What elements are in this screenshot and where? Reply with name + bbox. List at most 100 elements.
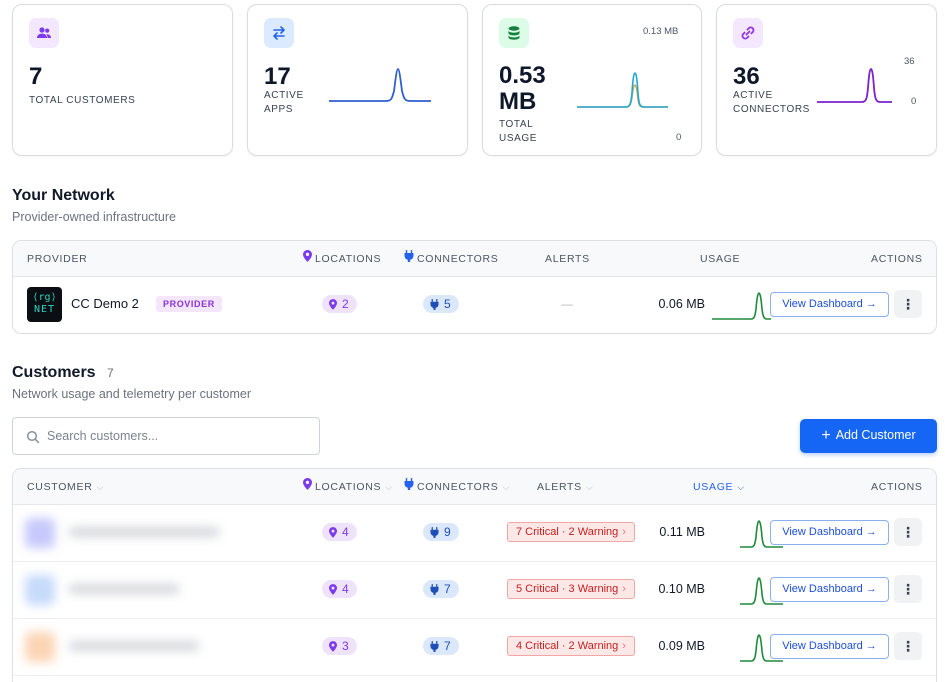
chevron-right-icon: › <box>622 526 626 538</box>
usage-sparkline <box>740 577 783 605</box>
view-dashboard-button[interactable]: View Dashboard → <box>770 634 889 659</box>
col-locations: Locations <box>303 241 381 277</box>
network-title: Your Network <box>12 187 115 204</box>
connectors-count: 9 <box>444 525 451 539</box>
customer-name[interactable] <box>69 527 219 537</box>
connectors-pill: 5 <box>423 295 459 313</box>
stat-card-connectors: 36 36 Active Connectors 0 <box>716 4 937 156</box>
view-dashboard-button[interactable]: View Dashboard → <box>770 292 889 317</box>
stat-label: Total Customers <box>29 95 136 106</box>
table-header: Provider Locations Connectors Alerts Usa… <box>13 241 936 277</box>
network-table: Provider Locations Connectors Alerts Usa… <box>12 240 937 334</box>
alerts-text: 7 Critical · 2 Warning <box>516 526 619 538</box>
alerts-text: 4 Critical · 2 Warning <box>516 640 619 652</box>
apps-sparkline <box>329 68 431 102</box>
database-icon <box>499 18 529 48</box>
table-row: ⟨rg⟩ NET CC Demo 2 Provider 2 5 — 0.06 M… <box>13 277 936 333</box>
locations-pill: 3 <box>322 637 357 655</box>
col-locations-label: Locations <box>315 253 382 265</box>
stat-value: 7 <box>29 63 43 90</box>
table-row: 3 7 4 Critical · 2 Warning › 0.09 MB View… <box>13 619 936 676</box>
users-icon <box>29 18 59 48</box>
col-connectors-label: Connectors <box>417 481 499 493</box>
provider-logo: ⟨rg⟩ NET <box>27 287 62 322</box>
usage-min-label: 0 <box>676 132 682 143</box>
chevron-down-icon: ⌵ <box>502 482 511 492</box>
search-box[interactable] <box>12 417 320 455</box>
customer-name[interactable] <box>69 641 199 651</box>
table-header: Customer ⌵ Locations ⌵ Connectors ⌵ Alerts ⌵… <box>13 469 936 505</box>
usage-sparkline <box>740 634 783 662</box>
customer-name[interactable] <box>69 584 179 594</box>
table-row: 4 9 7 Critical · 2 Warning › 0.11 MB View… <box>13 505 936 562</box>
col-actions: Actions <box>871 253 923 265</box>
customers-title: Customers 7 <box>12 364 114 382</box>
col-alerts[interactable]: Alerts ⌵ <box>537 469 593 505</box>
col-connectors: Connectors <box>404 241 498 277</box>
stat-label-line1: Active <box>733 90 773 101</box>
more-actions-button[interactable]: ⋮ <box>894 290 922 318</box>
locations-count: 4 <box>342 582 349 596</box>
plug-icon <box>430 582 439 600</box>
search-input[interactable] <box>47 427 307 445</box>
alerts-badge[interactable]: 7 Critical · 2 Warning › <box>507 522 635 542</box>
avatar <box>25 632 55 662</box>
view-dashboard-button[interactable]: View Dashboard → <box>770 520 889 545</box>
more-actions-button[interactable]: ⋮ <box>894 518 922 546</box>
provider-name[interactable]: CC Demo 2 <box>71 296 139 311</box>
add-customer-button[interactable]: + Add Customer <box>800 419 937 453</box>
stat-value-line2: MB <box>499 88 537 115</box>
more-actions-button[interactable]: ⋮ <box>894 632 922 660</box>
connectors-max-label: 36 <box>904 56 915 67</box>
col-connectors-label: Connectors <box>417 253 499 265</box>
stat-label-line2: Connectors <box>733 104 810 115</box>
alerts-badge[interactable]: 5 Critical · 3 Warning › <box>507 579 635 599</box>
plug-icon <box>430 639 439 657</box>
usage-value: 0.11 MB <box>659 525 705 539</box>
stat-card-customers: 7 Total Customers <box>12 4 233 156</box>
map-pin-icon <box>303 469 312 505</box>
col-connectors[interactable]: Connectors ⌵ <box>404 469 510 505</box>
col-locations[interactable]: Locations ⌵ <box>303 469 393 505</box>
network-subtitle: Provider-owned infrastructure <box>12 210 176 224</box>
more-actions-button[interactable]: ⋮ <box>894 575 922 603</box>
map-pin-icon <box>329 525 337 543</box>
map-pin-icon <box>329 582 337 600</box>
usage-value: 0.06 MB <box>658 297 705 311</box>
customers-subtitle: Network usage and telemetry per customer <box>12 387 251 401</box>
plug-icon <box>430 525 439 543</box>
customers-title-text: Customers <box>12 364 96 381</box>
chevron-right-icon: › <box>622 583 626 595</box>
stat-value: 36 <box>733 63 760 90</box>
usage-sparkline <box>740 520 783 548</box>
stat-label-line1: Active <box>264 90 304 101</box>
col-customer[interactable]: Customer ⌵ <box>27 469 104 505</box>
connectors-count: 7 <box>444 639 451 653</box>
alerts-badge[interactable]: 4 Critical · 2 Warning › <box>507 636 635 656</box>
customers-count: 7 <box>107 366 114 380</box>
stat-label-line2: Usage <box>499 133 538 144</box>
stat-card-apps: 17 Active Apps <box>247 4 468 156</box>
col-customer-label: Customer <box>27 481 93 493</box>
avatar <box>25 575 55 605</box>
view-dashboard-button[interactable]: View Dashboard → <box>770 577 889 602</box>
col-usage[interactable]: Usage ⌵ <box>693 469 745 505</box>
plus-icon: + <box>821 427 831 444</box>
usage-sparkline <box>712 292 771 320</box>
alerts-text: 5 Critical · 3 Warning <box>516 583 619 595</box>
chevron-down-icon: ⌵ <box>96 482 105 492</box>
locations-pill: 4 <box>322 523 357 541</box>
avatar <box>25 518 55 548</box>
locations-pill: 4 <box>322 580 357 598</box>
locations-count: 3 <box>342 639 349 653</box>
map-pin-icon <box>329 297 337 315</box>
add-customer-label: Add Customer <box>835 428 916 442</box>
chevron-down-icon: ⌵ <box>585 482 594 492</box>
connectors-count: 7 <box>444 582 451 596</box>
stat-card-usage: 0.13 MB 0.53 MB Total Usage 0 <box>482 4 702 156</box>
col-locations-label: Locations <box>315 481 382 493</box>
stat-value: 17 <box>264 63 291 90</box>
usage-sparkline <box>577 72 668 108</box>
stat-label-line2: Apps <box>264 104 294 115</box>
chevron-down-icon: ⌵ <box>385 482 393 492</box>
